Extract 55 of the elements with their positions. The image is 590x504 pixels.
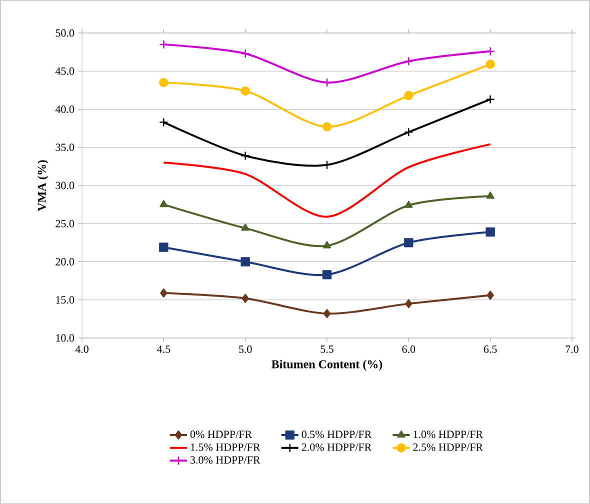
x-tick-label: 5.5 [320, 346, 334, 353]
point [486, 94, 495, 104]
y-tick-label: 50.0 [56, 29, 74, 37]
point [159, 40, 168, 50]
point [404, 90, 414, 100]
point [404, 238, 414, 248]
point [322, 270, 332, 280]
point [323, 308, 331, 318]
point [160, 200, 168, 208]
y-tick-label: 20.0 [56, 258, 74, 266]
legend-label: 0.5% HDPP/FR [302, 430, 372, 438]
point [404, 56, 414, 66]
line-series [162, 143, 492, 218]
x-tick-label: 4.0 [75, 346, 88, 353]
point [240, 151, 250, 160]
y-tick-label: 40.0 [55, 106, 74, 113]
point [486, 46, 495, 56]
point [405, 299, 412, 308]
x-tick-label: 7.0 [566, 346, 578, 353]
point [159, 78, 168, 88]
y-tick-label: 10.0 [56, 334, 74, 342]
point [159, 242, 168, 252]
point [242, 294, 249, 303]
point [404, 200, 413, 208]
point [486, 60, 495, 69]
legend-label: 2.5% HDPP/FR [413, 443, 484, 451]
y-axis-title: VMA (%) [37, 160, 48, 212]
point [240, 86, 250, 96]
point [486, 192, 494, 199]
x-tick-label: 5.0 [239, 346, 252, 353]
legend-label: 3.0% HDPP/FR [190, 456, 260, 464]
y-tick-label: 30.0 [56, 182, 74, 190]
x-tick-label: 4.5 [157, 346, 170, 353]
point [240, 257, 250, 266]
point [160, 288, 168, 298]
point [486, 227, 495, 237]
legend-label: 1.5% HDPP/FR [190, 443, 260, 451]
y-tick-label: 45.0 [55, 67, 74, 75]
y-tick-label: 35.0 [56, 144, 74, 152]
point [240, 48, 250, 58]
point [404, 128, 414, 137]
legend-label: 2.0% HDPP/FR [302, 443, 372, 451]
y-tick-label: 25.0 [56, 220, 74, 228]
legend-label: 0% HDPP/FR [190, 430, 252, 438]
point [322, 122, 332, 132]
x-tick-label: 6.0 [402, 346, 416, 353]
legend-label: 1.0% HDPP/FR [414, 430, 484, 438]
y-tick-label: 15.0 [56, 296, 74, 304]
x-axis-title: Bitumen Content (%) [272, 360, 382, 371]
x-tick-label: 6.5 [484, 346, 497, 353]
point [322, 160, 332, 170]
point [241, 224, 250, 231]
point [322, 241, 332, 248]
point [486, 290, 494, 300]
point [159, 118, 168, 127]
